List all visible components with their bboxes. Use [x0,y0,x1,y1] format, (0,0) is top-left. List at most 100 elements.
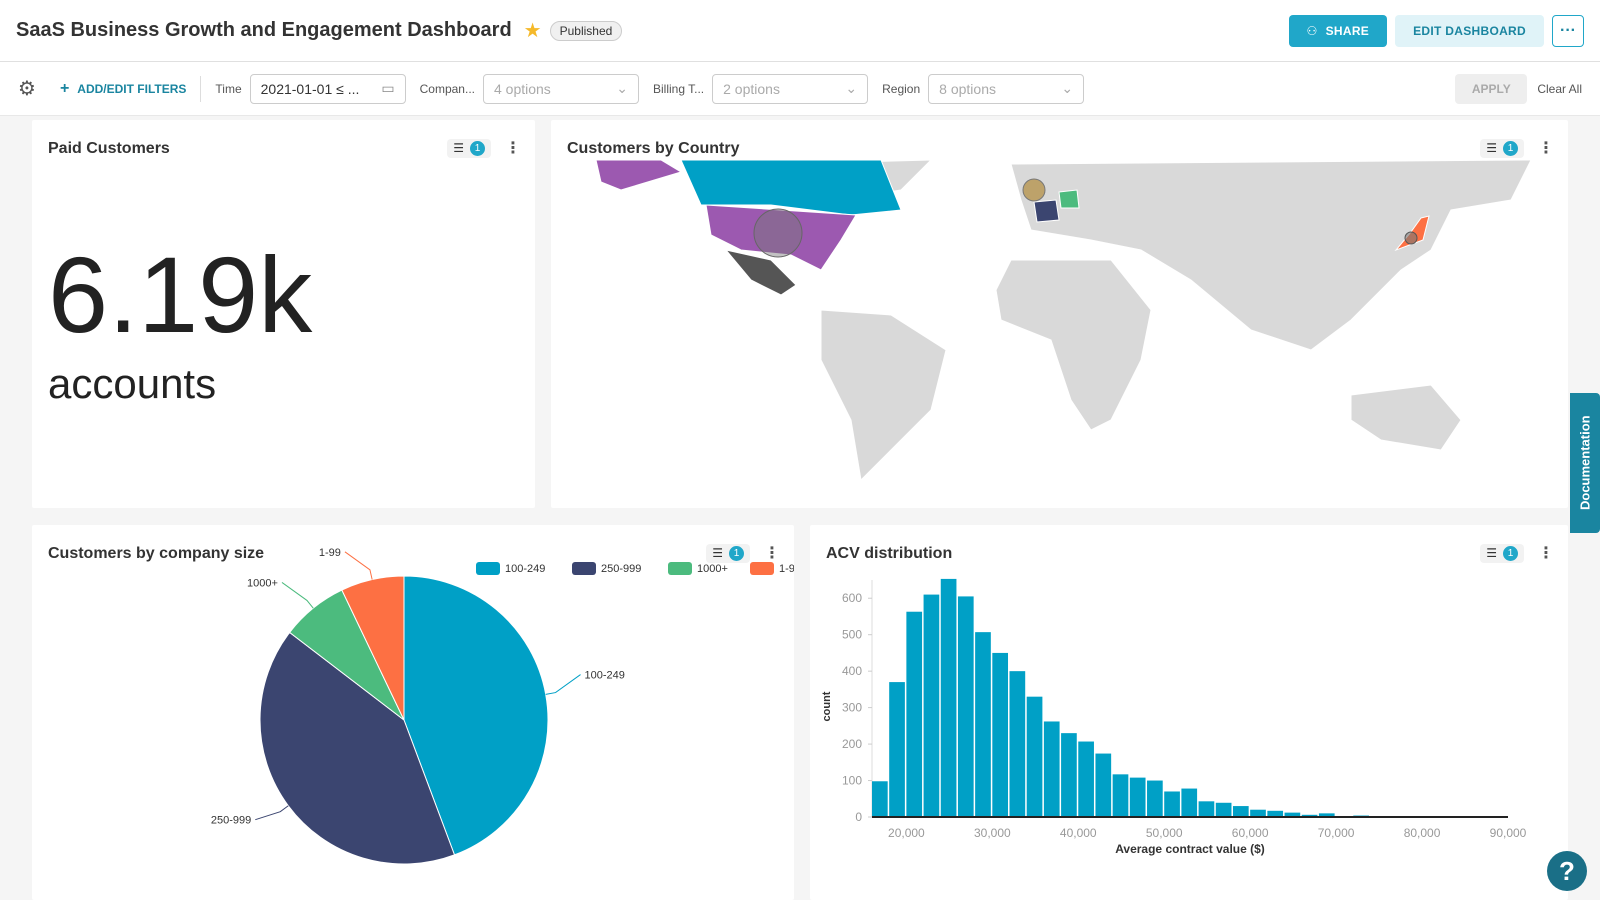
legend-label: 1000+ [697,563,728,575]
status-badge: Published [549,20,623,41]
filter-label-region: Region [882,81,921,96]
billing-filter-select[interactable]: 2 options ⌄ [712,73,869,104]
documentation-tab[interactable]: Documentation [1570,393,1600,533]
edit-dashboard-button[interactable]: EDIT DASHBOARD [1395,14,1544,47]
company-filter-select[interactable]: 4 options ⌄ [482,73,639,104]
legend-swatch [750,562,774,575]
filter-icon: ☰ [453,141,464,155]
customers-by-company-size-card: Customers by company size ☰ 1 ⋮ 100-249 250… [32,525,794,900]
x-tick-label: 20,000 [888,826,925,840]
card-title: Customers by company size [48,545,265,562]
pie-label: 1-99 [319,547,341,559]
histogram-bar [1147,780,1163,817]
apply-button[interactable]: APPLY [1455,73,1528,104]
card-menu-icon[interactable]: ⋮ [1538,140,1554,157]
histogram-bar [940,578,957,817]
filter-icon: ☰ [1486,546,1497,560]
acv-distribution-card: ACV distribution ☰ 1 ⋮ 0 100 200 300 400 500 600… [810,525,1568,900]
histogram-bar [1284,812,1301,817]
histogram-bar [1215,802,1232,817]
big-number-unit: accounts [48,360,217,407]
x-tick-label: 30,000 [974,826,1011,840]
x-tick-label: 80,000 [1404,826,1441,840]
filter-indicator[interactable]: ☰ 1 [447,138,491,158]
map-south-america [820,309,947,482]
time-filter-value: 2021-01-01 ≤ ... [260,80,360,97]
x-tick-label: 60,000 [1232,826,1269,840]
y-tick-label: 300 [842,701,862,715]
favorite-star-icon[interactable]: ★ [523,20,542,42]
histogram-bar [889,682,905,817]
x-axis-title: Average contract value ($) [1115,842,1265,856]
chevron-down-icon: ⌄ [845,80,858,96]
region-filter-select[interactable]: 8 options ⌄ [928,73,1085,104]
histogram-bar [1250,809,1266,817]
histogram-bar [1112,774,1129,817]
filter-label-billing: Billing T... [652,81,705,96]
histogram-bar [1301,814,1318,817]
clear-all-button[interactable]: Clear All [1537,81,1582,96]
help-button[interactable]: ? [1547,851,1587,891]
chevron-down-icon: ⌄ [1061,80,1074,96]
filter-indicator[interactable]: ☰ 1 [1480,543,1524,563]
legend-swatch [572,562,596,575]
pie-label: 250-999 [211,815,251,827]
histogram-chart: 0 100 200 300 400 500 600 20,000 30,000 40,000 50,… [821,578,1527,856]
histogram-bar [1198,801,1215,817]
time-filter-input[interactable]: 2021-01-01 ≤ ... ▭ [249,73,406,104]
divider [200,75,202,102]
chevron-down-icon: ⌄ [616,80,628,96]
y-tick-label: 0 [855,810,862,824]
filter-indicator[interactable]: ☰ 1 [706,543,750,563]
filter-count: 1 [1503,545,1518,561]
histogram-bar [1043,721,1060,817]
dashboard-header: SaaS Business Growth and Engagement Dash… [0,0,1600,62]
filter-bar: ⚙ + ADD/EDIT FILTERS Time 2021-01-01 ≤ ..… [0,62,1600,116]
pie-slice-100-249 [403,575,549,856]
filter-count: 1 [470,140,485,156]
pie-label-line [281,582,314,609]
y-tick-label: 400 [842,664,862,678]
share-button[interactable]: ⚇ SHARE [1288,14,1388,47]
pie-label-line [344,551,373,580]
card-title: ACV distribution [826,545,953,562]
card-menu-icon[interactable]: ⋮ [764,545,780,562]
filter-icon: ☰ [712,546,723,560]
histogram-bar [1164,791,1180,817]
filter-count: 1 [1503,140,1518,156]
pie-slice-1-99 [341,575,405,721]
map-germany [1058,189,1080,209]
pie-label-line [545,674,581,695]
y-tick-label: 500 [842,628,862,642]
histogram-bar [1232,806,1249,817]
map-australia [1350,384,1462,451]
x-tick-label: 40,000 [1060,826,1097,840]
share-icon: ⚇ [1306,23,1318,38]
add-edit-filters-button[interactable]: + ADD/EDIT FILTERS [60,80,186,98]
map-usa [705,204,857,271]
plus-icon: + [59,79,70,97]
histogram-bar [1129,777,1146,817]
calendar-icon: ▭ [381,80,395,96]
histogram-bar [1078,741,1094,817]
legend-swatch [668,562,692,575]
histogram-bar [975,632,991,817]
filter-label-time: Time [215,81,242,96]
more-options-button[interactable]: ··· [1552,14,1584,47]
histogram-bar [872,781,888,817]
filter-indicator[interactable]: ☰ 1 [1480,138,1524,158]
share-label: SHARE [1325,23,1370,38]
paid-customers-card: Paid Customers ☰ 1 ⋮ 6.19k accounts [32,120,535,508]
histogram-bar [923,594,940,817]
y-tick-label: 600 [842,591,862,605]
map-bubble-japan [1404,231,1418,245]
map-mexico [724,249,797,296]
gear-icon[interactable]: ⚙ [18,78,36,100]
card-title: Customers by Country [567,140,740,157]
map-bubble-usa [753,208,803,258]
company-filter-value: 4 options [493,80,551,97]
world-map [595,159,1532,482]
pie-label: 1000+ [247,577,278,589]
card-menu-icon[interactable]: ⋮ [1538,545,1554,562]
card-menu-icon[interactable]: ⋮ [505,140,521,157]
